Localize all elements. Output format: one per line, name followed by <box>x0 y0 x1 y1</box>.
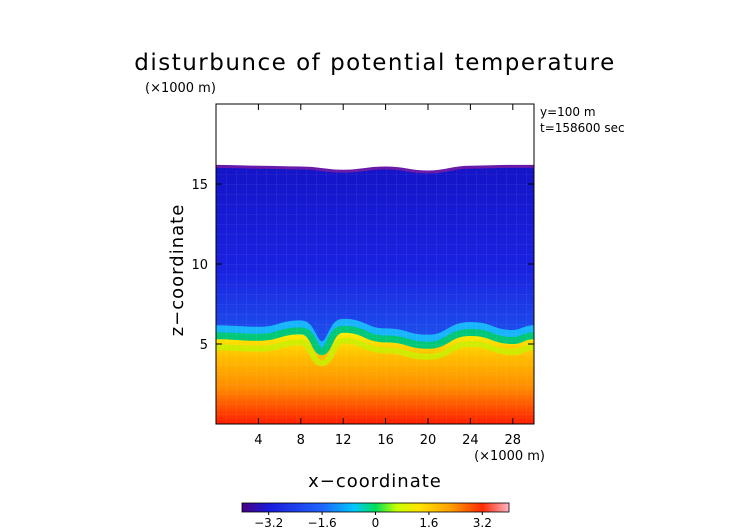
colorbar-tick-label: 0 <box>372 516 380 530</box>
annotation-t: t=158600 sec <box>540 121 625 135</box>
x-tick-label: 24 <box>462 433 479 448</box>
x-tick-label: 12 <box>335 433 352 448</box>
annotation-y: y=100 m <box>540 105 596 119</box>
mesh-lines <box>216 170 534 424</box>
z-scale-label: (×1000 m) <box>145 81 216 96</box>
y-tick-label: 15 <box>191 178 208 193</box>
x-axis-label: x−coordinate <box>308 471 442 492</box>
y-tick-label: 10 <box>191 258 208 273</box>
heatmap-field <box>216 104 534 424</box>
y-axis-ticks: 5 10 15 <box>191 178 534 353</box>
x-tick-label: 8 <box>297 433 305 448</box>
colorbar-tick-label: 3.2 <box>473 516 492 530</box>
x-tick-label: 16 <box>377 433 394 448</box>
chart-title: disturbunce of potential temperature <box>134 50 616 76</box>
x-tick-label: 28 <box>505 433 522 448</box>
domain-top-edge <box>216 164 534 174</box>
y-tick-label: 5 <box>200 338 208 353</box>
x-tick-label: 4 <box>254 433 262 448</box>
y-axis-label: z−coordinate <box>167 204 188 337</box>
x-axis-ticks: 4 8 12 16 20 24 28 <box>254 104 521 448</box>
x-tick-label: 20 <box>420 433 437 448</box>
colorbar-tick-label: 1.6 <box>419 516 438 530</box>
colorbar <box>241 502 510 513</box>
x-unit-label: (×1000 m) <box>474 449 545 464</box>
colorbar-tick-label: −3.2 <box>254 516 283 530</box>
colorbar-ticks: −3.2 −1.6 0 1.6 3.2 <box>254 512 492 530</box>
colorbar-tick-label: −1.6 <box>308 516 337 530</box>
